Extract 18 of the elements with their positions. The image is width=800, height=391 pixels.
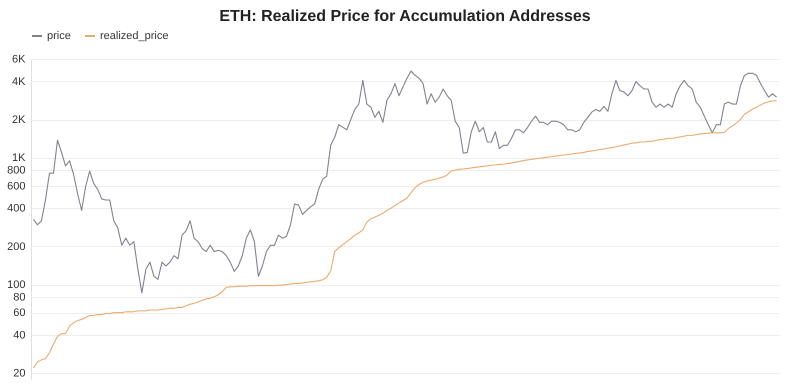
y-tick-label: 2K [12, 114, 26, 126]
y-tick-label: 400 [7, 202, 26, 215]
legend-label: realized_price [100, 30, 168, 42]
y-tick-label: 6K [12, 54, 26, 66]
y-tick-label: 40 [13, 330, 26, 342]
y-tick-label: 60 [13, 307, 26, 320]
y-tick-label: 200 [7, 240, 26, 253]
y-tick-label: 100 [7, 279, 26, 292]
y-tick-label: 800 [7, 164, 26, 176]
y-tick-label: 80 [13, 291, 26, 304]
legend-label: price [47, 30, 71, 42]
line-series [32, 100, 778, 368]
y-tick-label: 4K [12, 76, 26, 88]
chart-title: ETH: Realized Price for Accumulation Addresses [219, 8, 591, 25]
y-tick-label: 600 [7, 180, 26, 192]
y-tick-label: 20 [13, 368, 26, 380]
line-series [32, 70, 778, 294]
y-tick-label: 1K [12, 152, 26, 164]
